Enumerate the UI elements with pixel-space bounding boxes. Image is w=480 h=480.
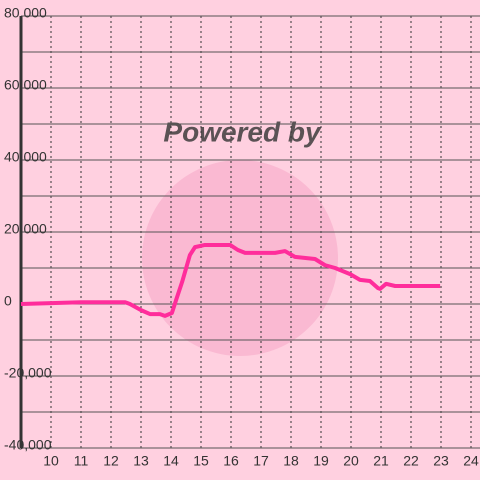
y-tick-label: 80,000: [4, 5, 47, 21]
x-tick-label: 19: [313, 453, 329, 469]
x-tick-label: 21: [373, 453, 389, 469]
y-tick-label: -20,000: [4, 365, 52, 381]
x-tick-label: 17: [253, 453, 269, 469]
x-tick-label: 18: [283, 453, 299, 469]
x-tick-label: 13: [133, 453, 149, 469]
y-tick-label: 0: [4, 293, 12, 309]
x-tick-label: 14: [163, 453, 179, 469]
x-tick-label: 20: [343, 453, 359, 469]
x-tick-label: 15: [193, 453, 209, 469]
x-tick-label: 16: [223, 453, 239, 469]
y-tick-label: 60,000: [4, 77, 47, 93]
y-tick-label: -40,000: [4, 437, 52, 453]
x-tick-label: 10: [43, 453, 59, 469]
x-tick-label: 23: [433, 453, 449, 469]
y-tick-label: 20,000: [4, 221, 47, 237]
line: [20, 242, 441, 318]
watermark-text: Powered by: [163, 116, 322, 147]
x-tick-label: 24: [463, 453, 479, 469]
x-tick-label: 22: [403, 453, 419, 469]
x-tick-label: 11: [74, 453, 89, 469]
x-tick-label: 12: [103, 453, 119, 469]
y-tick-label: 40,000: [4, 149, 47, 165]
watermark-image: [142, 160, 338, 356]
